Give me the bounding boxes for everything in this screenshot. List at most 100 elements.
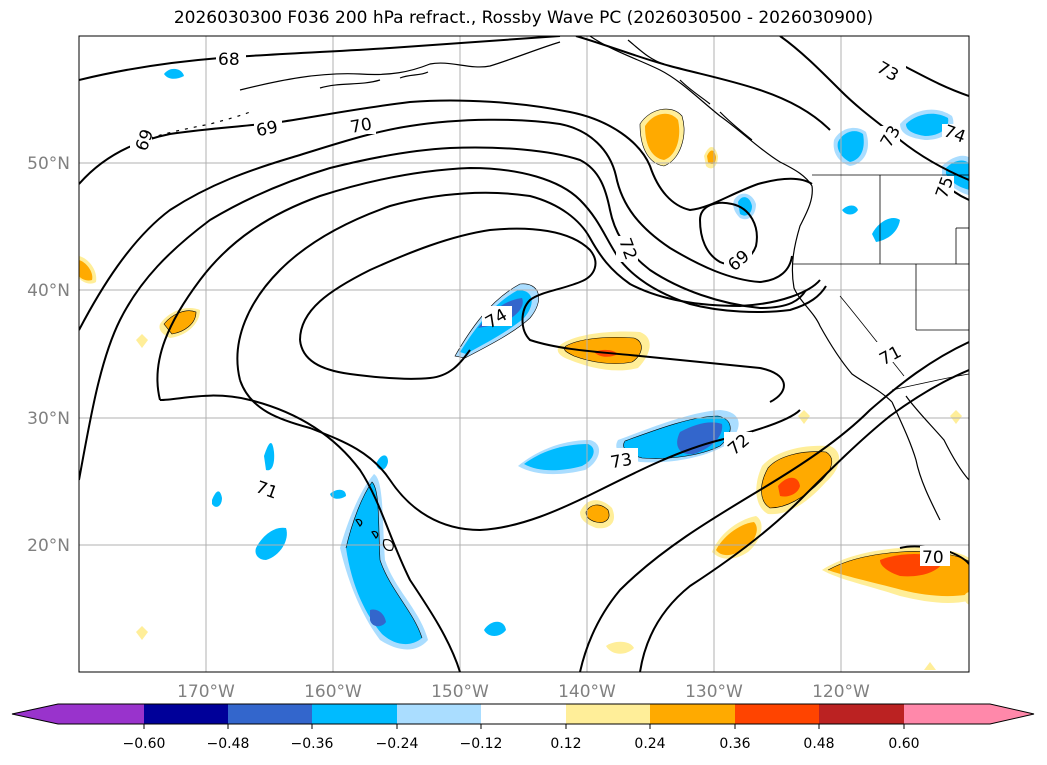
colorbar-segment — [481, 704, 566, 724]
contour-label-bg — [876, 62, 906, 82]
contour-label-bg — [216, 48, 246, 68]
positive-anomaly-patch — [79, 260, 93, 281]
baja-coastline — [891, 395, 969, 521]
contour-label-68: 68 — [218, 50, 240, 70]
positive-anomaly-patch — [950, 410, 962, 424]
contour-label-bg — [920, 546, 950, 566]
coastlines — [149, 36, 969, 551]
colorbar-segment — [228, 704, 312, 724]
negative-anomaly-patch — [484, 621, 506, 636]
negative-anomaly-patch — [837, 131, 864, 162]
negative-anomaly-patch — [164, 68, 184, 79]
positive-anomaly-patch — [645, 113, 680, 160]
lon-label: 140°W — [558, 682, 616, 702]
negative-anomaly-patch — [738, 197, 752, 216]
negative-anomaly-patch — [330, 489, 346, 499]
colorbar-label: 0.36 — [719, 736, 750, 752]
contour-label-bg — [876, 342, 906, 362]
positive-anomaly-patch — [964, 592, 969, 605]
contour-label-73: 73 — [609, 450, 634, 473]
map-title: 2026030300 F036 200 hPa refract., Rossby… — [173, 8, 874, 28]
alaska-coastline — [239, 41, 561, 91]
negative-anomaly-patch — [906, 113, 949, 136]
contour-label-bg — [724, 432, 752, 454]
anomaly-outline — [761, 451, 833, 509]
colorbar-label: −0.48 — [207, 736, 250, 752]
lon-label: 130°W — [685, 682, 743, 702]
negative-anomaly-patch — [842, 205, 858, 215]
border-line — [839, 295, 905, 377]
anomaly-outline — [345, 481, 423, 639]
negative-anomaly-patch — [264, 443, 275, 471]
colorbar-segment — [819, 704, 904, 724]
contour-label-bg — [348, 114, 376, 134]
lon-label: 170°W — [177, 682, 235, 702]
negative-anomaly-patch — [212, 491, 222, 507]
contour-line-70 — [79, 118, 793, 331]
contour-line-74 — [299, 339, 471, 380]
contour-label-bg — [254, 480, 282, 500]
colorbar-segment — [397, 704, 481, 724]
gridlines — [79, 36, 969, 672]
contour-line-71 — [579, 341, 969, 672]
anomaly-outline — [163, 310, 197, 335]
positive-anomaly-patch — [778, 477, 800, 497]
contour-line-72 — [159, 394, 461, 672]
lat-label: 50°N — [27, 154, 70, 174]
positive-anomaly-patch — [164, 310, 196, 334]
contour-label-69: 69 — [254, 117, 279, 141]
colorbar-segment — [904, 704, 990, 724]
lon-axis-labels: 170°W 160°W 150°W 140°W 130°W 120°W — [177, 682, 870, 702]
contour-label-bg — [876, 126, 900, 150]
colorbar-outline — [11, 703, 1035, 725]
colorbar-label: −0.36 — [291, 736, 334, 752]
hawaii-islands — [355, 518, 394, 551]
contour-line-68 — [79, 36, 561, 81]
anomaly-outline — [639, 108, 685, 167]
aleutians-coastline — [149, 111, 251, 139]
colorbar-segment — [144, 704, 228, 724]
contour-line-73 — [236, 191, 821, 381]
colorbar-segment — [566, 704, 650, 724]
contour-line-73 — [239, 379, 801, 532]
negative-anomaly-patch — [255, 527, 287, 560]
colorbar-extend-high — [990, 704, 1034, 724]
lat-label: 20°N — [27, 536, 70, 556]
lon-label: 120°W — [812, 682, 870, 702]
colorbar-label: −0.12 — [460, 736, 503, 752]
contour-line-72 — [156, 166, 827, 401]
contour-label-bg — [616, 236, 638, 262]
positive-anomaly-patch — [136, 334, 148, 348]
positive-anomaly-patch — [586, 504, 610, 523]
anomaly-outline — [564, 336, 642, 364]
colorbar-segment — [650, 704, 735, 724]
colorbar-label: 0.12 — [550, 736, 581, 752]
contour-label-bg — [932, 176, 954, 200]
colorbar-segment — [58, 704, 144, 724]
negative-anomaly-patch — [677, 422, 723, 455]
contour-label-bg — [724, 248, 752, 268]
contour-label-bg — [130, 128, 152, 150]
colorbar-extend-low — [12, 704, 58, 724]
anomaly-outline — [585, 504, 610, 523]
contour-label-70: 70 — [922, 548, 944, 568]
lat-label: 40°N — [27, 281, 70, 301]
contour-line-71 — [79, 146, 807, 481]
contour-label-bg — [482, 306, 512, 326]
colorbar-label: 0.48 — [803, 736, 834, 752]
contour-line-74 — [299, 227, 785, 403]
positive-anomaly-patch — [136, 626, 148, 640]
alaska-coastline — [319, 71, 429, 89]
positive-anomaly-patch — [798, 410, 810, 424]
borders — [792, 174, 969, 391]
colorbar-label: 0.60 — [888, 736, 919, 752]
lat-axis-labels: 50°N 40°N 30°N 20°N — [27, 154, 70, 556]
contour-label-bg — [608, 448, 638, 468]
colorbar-ticks — [143, 724, 905, 729]
contour-label-70: 70 — [349, 114, 374, 137]
lon-label: 160°W — [304, 682, 362, 702]
contour-line-69 — [575, 36, 831, 131]
colorbar: −0.60 −0.48 −0.36 −0.24 −0.12 0.12 0.24 … — [11, 703, 1035, 752]
colorbar-segment — [735, 704, 819, 724]
colorbar-label: −0.24 — [376, 736, 419, 752]
